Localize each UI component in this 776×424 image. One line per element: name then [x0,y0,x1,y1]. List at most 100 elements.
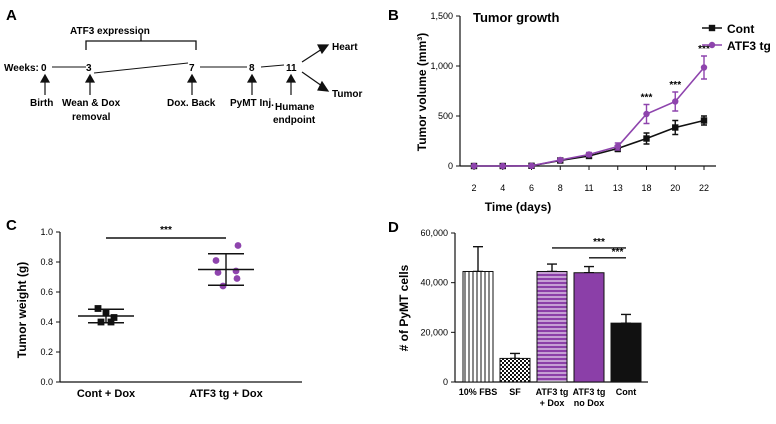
legend-marker [709,25,715,31]
bar [611,323,641,382]
chart-c-axes: 0.0 0.2 0.4 0.6 0.8 1.0 Cont + Dox ATF3 tg + Do… [40,227,302,400]
y-tick-label: 0.8 [40,257,53,267]
panel-d-letter: D [388,219,399,236]
event-endpoint: endpoint [273,115,316,126]
event-removal: removal [72,112,111,123]
data-point [95,305,102,312]
x-category-label: ATF3 tg [536,387,569,397]
chart-d-ylabel: # of PyMT cells [397,264,411,351]
data-point [528,163,534,169]
bar [500,358,530,382]
significance-marker: *** [160,225,172,236]
week-8: 8 [249,63,255,74]
y-tick-label: 1.0 [40,227,53,237]
error-bar [621,314,631,323]
data-point [234,275,241,282]
timeline-segment [94,63,188,73]
chart-b-xlabel: Time (days) [485,200,551,214]
legend-label: Cont [727,22,754,36]
x-tick-label: 4 [500,183,505,193]
panel-d: D # of PyMT cells 020,00040,00060,00010%… [388,219,648,408]
event-arrows [41,75,295,95]
x-tick-label: 6 [529,183,534,193]
bar [463,271,493,382]
data-point [701,117,707,123]
data-point [500,163,506,169]
data-point [672,124,678,130]
event-birth: Birth [30,98,53,109]
x-tick-label: 13 [613,183,623,193]
outcome-heart: Heart [332,42,358,53]
data-point [643,135,649,141]
x-category-label: no Dox [574,398,605,408]
data-point [615,143,621,149]
event-wean-dox: Wean & Dox [62,98,121,109]
chart-b-legend: Cont ATF3 tg [702,22,771,53]
y-tick-label: 0 [443,377,448,387]
y-tick-label: 0 [448,161,453,171]
legend-marker [709,42,715,48]
chart-c-ylabel: Tumor weight (g) [15,262,29,358]
outcome-arrows [302,45,328,91]
y-tick-label: 1,000 [430,61,453,71]
y-tick-label: 500 [438,111,453,121]
y-tick-label: 1,500 [430,11,453,21]
x-tick-label: 20 [670,183,680,193]
chart-d-bars: *** *** [463,237,641,382]
panel-c-letter: C [6,217,17,234]
atf3-expression-label: ATF3 expression [70,26,150,37]
x-tick-label: 8 [558,183,563,193]
panel-c: C Tumor weight (g) 0.0 0.2 0.4 0.6 0.8 1.0 Con… [6,217,302,400]
data-point [701,64,707,70]
error-bar [547,264,557,271]
data-point [586,151,592,157]
week-3: 3 [86,63,92,74]
weeks-label: Weeks: [4,63,39,74]
error-bar [473,247,483,272]
significance-marker: *** [612,247,624,258]
error-bar [584,267,594,273]
week-7: 7 [189,63,195,74]
x-category-label: ATF3 tg + Dox [189,388,263,400]
chart-b-series: ********* [471,44,710,169]
event-humane: Humane [275,102,315,113]
x-category-label: ATF3 tg [573,387,606,397]
data-point [643,111,649,117]
data-point [672,98,678,104]
chart-b-ylabel: Tumor volume (mm³) [415,33,429,151]
week-0: 0 [41,63,47,74]
bar [537,271,567,382]
event-pymt-inj: PyMT Inj. [230,98,274,109]
x-tick-label: 22 [699,183,709,193]
significance-marker: *** [593,237,605,248]
panel-a: A ATF3 expression Weeks: 0 3 7 8 11 Birt… [4,7,362,126]
data-point [213,257,220,264]
data-point [235,242,242,249]
chart-b-title: Tumor growth [473,10,559,25]
y-tick-label: 60,000 [420,228,448,238]
y-tick-label: 0.6 [40,287,53,297]
error-bar [510,353,520,358]
data-point [108,319,115,326]
panel-b: B Tumor growth Time (days) Tumor volume … [388,7,771,214]
significance-marker: *** [669,80,681,91]
panel-b-letter: B [388,7,399,24]
legend-label: ATF3 tg [727,39,771,53]
x-tick-label: 18 [641,183,651,193]
x-category-label: Cont + Dox [77,388,136,400]
y-tick-label: 0.2 [40,347,53,357]
x-tick-label: 11 [584,183,593,193]
panel-a-letter: A [6,7,17,24]
x-category-label: Cont [616,387,637,397]
y-tick-label: 0.4 [40,317,53,327]
data-point [233,268,240,275]
significance-marker: *** [641,93,653,104]
x-category-label: + Dox [540,398,565,408]
outcome-tumor: Tumor [332,89,362,100]
y-tick-label: 0.0 [40,377,53,387]
event-dox-back: Dox. Back [167,98,216,109]
y-tick-label: 20,000 [420,327,448,337]
x-tick-label: 2 [471,183,476,193]
week-11: 11 [286,63,297,74]
